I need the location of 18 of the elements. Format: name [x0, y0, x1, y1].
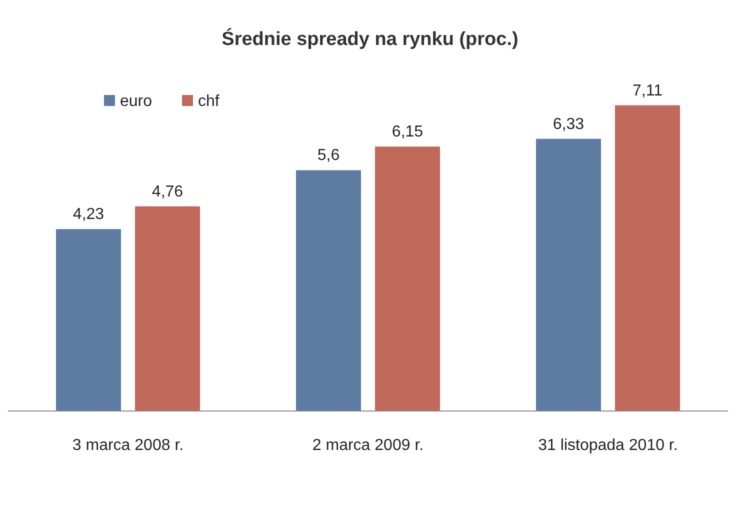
bar: [296, 170, 361, 411]
bar: [375, 146, 440, 411]
data-label: 4,76: [152, 183, 184, 200]
data-label: 4,23: [72, 206, 104, 224]
bar: [56, 229, 121, 411]
chart-title: Średnie spready na rynku (proc.): [222, 28, 518, 50]
data-label: 7,11: [632, 82, 663, 100]
x-tick-label: 31 listopada 2010 r.: [538, 437, 678, 454]
bar: [615, 105, 680, 411]
data-label: 6,33: [552, 116, 584, 133]
bar: [536, 138, 601, 411]
x-tick-label: 3 marca 2008 r.: [72, 437, 184, 454]
legend-label: euro: [120, 93, 152, 110]
bar: [135, 206, 200, 411]
data-label: 5,6: [317, 147, 340, 164]
x-tick-label: 2 marca 2009 r.: [312, 437, 424, 454]
legend-label: chf: [198, 93, 220, 110]
data-label: 6,15: [392, 124, 424, 141]
